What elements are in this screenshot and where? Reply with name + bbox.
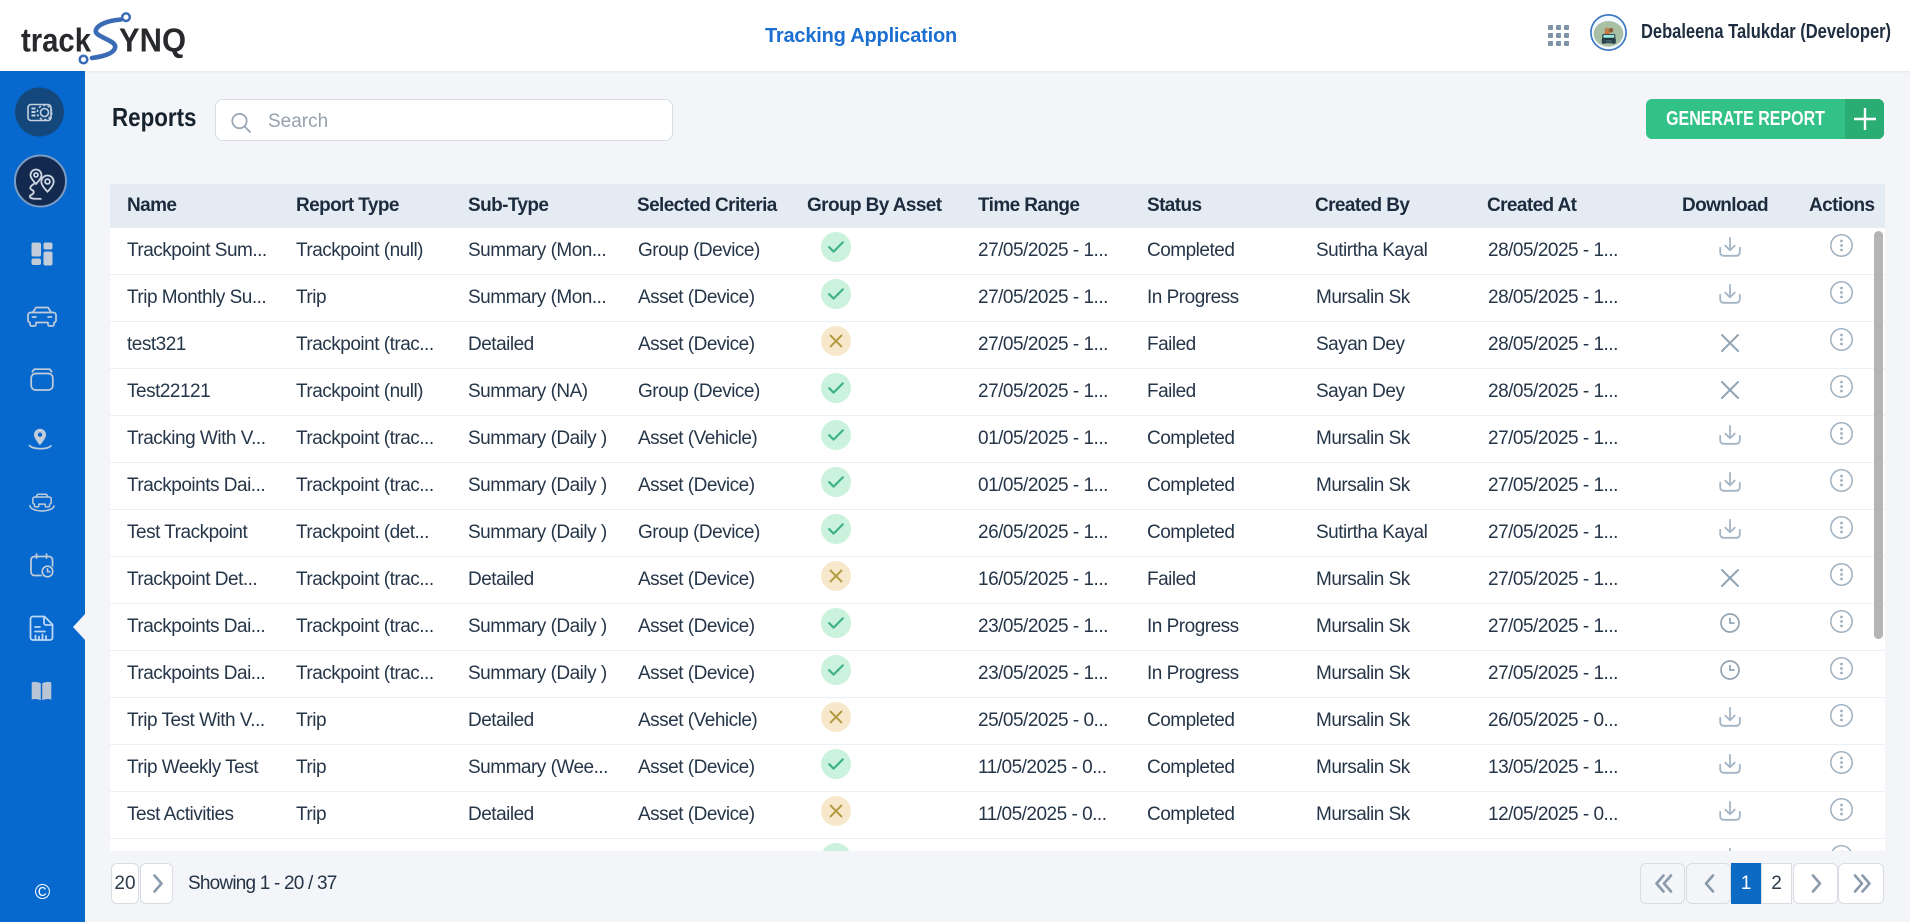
svg-text:YNQ: YNQ bbox=[119, 22, 186, 59]
svg-text:track: track bbox=[21, 22, 92, 59]
